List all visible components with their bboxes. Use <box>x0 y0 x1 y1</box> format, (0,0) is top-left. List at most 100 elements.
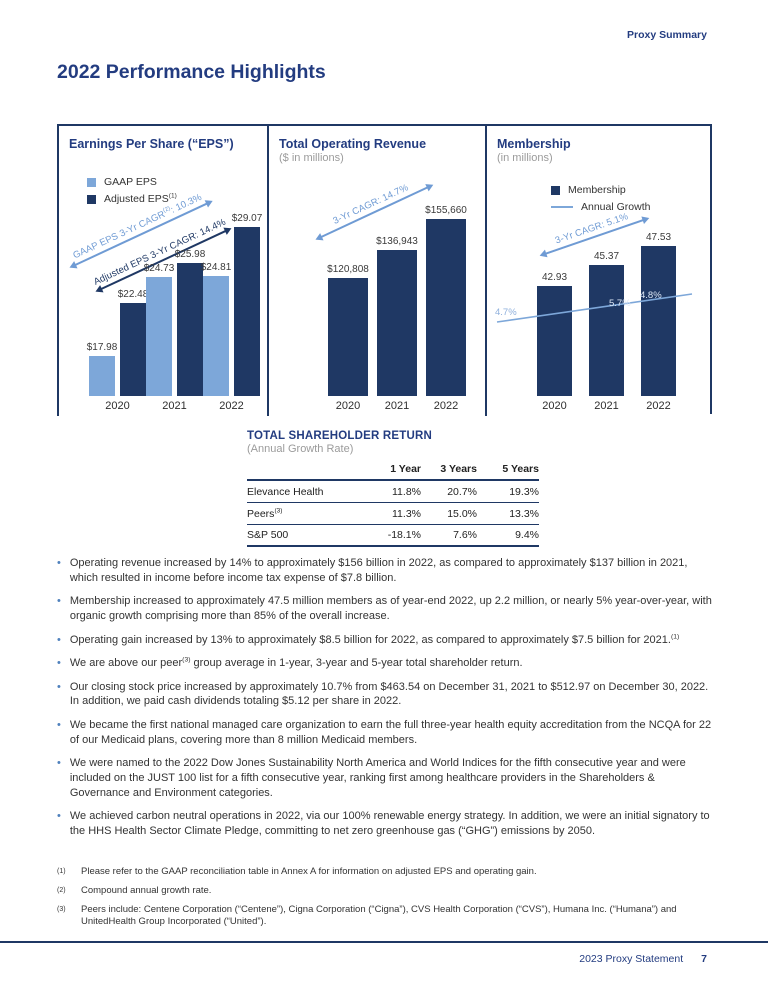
tsr-value-cell: 15.0% <box>447 507 477 520</box>
bar-group: $17.98 $22.48 2020 <box>87 289 149 412</box>
tsr-row-label: Peers(3) <box>247 507 283 520</box>
bullet-text: Operating gain increased by 13% to appro… <box>69 632 680 646</box>
tsr-subtitle: (Annual Growth Rate) <box>247 443 354 455</box>
section-eyebrow: Proxy Summary <box>627 29 707 41</box>
legend-label: Adjusted EPS(1) <box>104 192 177 205</box>
tsr-data-row: Elevance Health 11.8% 20.7% 19.3% <box>247 481 539 503</box>
legend-item-gaap-eps: GAAP EPS <box>87 176 177 188</box>
bullet-text: We were named to the 2022 Dow Jones Sust… <box>69 757 686 799</box>
bullet-dot-icon: • <box>57 680 61 693</box>
highlights-bullet-list: • Operating revenue increased by 14% to a… <box>57 556 715 847</box>
growth-pct-label: 5.7% <box>609 298 631 309</box>
eps-legend: GAAP EPS Adjusted EPS(1) <box>87 176 177 205</box>
footnote: (1) Please refer to the GAAP reconciliati… <box>57 866 715 879</box>
bar-value-label: $136,943 <box>376 236 418 247</box>
footnote-text: Please refer to the GAAP reconciliation … <box>81 866 537 877</box>
legend-label: Membership <box>568 184 626 196</box>
footnote: (2) Compound annual growth rate. <box>57 885 715 898</box>
eps-chart-title: Earnings Per Share (“EPS”) <box>69 137 234 151</box>
bar-value-label: $25.98 <box>174 249 206 260</box>
bullet-item: • We were named to the 2022 Dow Jones Sus… <box>57 756 715 800</box>
footnote-text: Peers include: Centene Corporation (“Cen… <box>81 903 677 928</box>
bar: $22.48 <box>118 289 148 396</box>
bullet-dot-icon: • <box>57 810 61 823</box>
bullet-item: • Operating revenue increased by 14% to a… <box>57 556 715 585</box>
x-axis-label: 2022 <box>646 400 671 412</box>
bars-row: $17.98 $22.48 <box>87 289 148 396</box>
footer-rule <box>0 941 768 943</box>
bar-group: $24.73 $25.98 2021 <box>144 249 206 412</box>
gaap-eps-swatch-icon <box>87 177 96 187</box>
bar-group: 45.37 2021 <box>589 251 624 412</box>
growth-line-swatch-icon <box>551 206 573 208</box>
bar-value-label: $24.81 <box>200 262 232 273</box>
bullet-text: Membership increased to approximately 47… <box>69 595 712 622</box>
bullet-text: We achieved carbon neutral operations in… <box>69 810 710 837</box>
bullet-dot-icon: • <box>57 757 61 770</box>
bar-value-label: $120,808 <box>327 264 369 275</box>
bar: 45.37 <box>589 251 624 396</box>
bullet-text: We became the first national managed car… <box>69 719 712 746</box>
bullet-dot-icon: • <box>57 633 61 646</box>
tsr-data-row: S&P 500 -18.1% 7.6% 9.4% <box>247 525 539 547</box>
x-axis-label: 2022 <box>219 400 244 412</box>
bullet-dot-icon: • <box>57 557 61 569</box>
bar: 42.93 <box>537 272 572 396</box>
tsr-header-row: 1 Year 3 Years 5 Years <box>247 463 539 481</box>
x-axis-label: 2021 <box>162 400 187 412</box>
bar-group: 47.53 2022 <box>641 232 676 412</box>
x-axis-label: 2020 <box>105 400 130 412</box>
footnote-text: Compound annual growth rate. <box>81 884 212 896</box>
bar-value-label: $22.48 <box>117 289 149 300</box>
footnote-marker: (2) <box>57 886 66 894</box>
tsr-value-cell: -18.1% <box>387 529 421 541</box>
legend-item-annual-growth: Annual Growth <box>551 201 650 213</box>
tsr-data-row: Peers(3) 11.3% 15.0% 13.3% <box>247 503 539 525</box>
bullet-item: • Operating gain increased by 13% to appr… <box>57 633 715 648</box>
bar: $25.98 <box>175 249 205 396</box>
bar: $120,808 <box>327 264 369 396</box>
bar-group: $155,660 2022 <box>425 205 467 412</box>
tsr-value-cell: 7.6% <box>453 529 477 541</box>
bullet-item: • Membership increased to approximately 4… <box>57 594 715 623</box>
bullet-text: We are above our peer(3) group average i… <box>69 656 523 670</box>
tsr-row-label: Elevance Health <box>247 485 324 498</box>
tsr-table: TOTAL SHAREHOLDER RETURN (Annual Growth … <box>247 430 539 547</box>
bar-value-label: 47.53 <box>645 232 672 243</box>
bars-row: $24.81 $29.07 <box>200 213 262 396</box>
bullet-text: Our closing stock price increased by app… <box>69 680 709 708</box>
membership-chart-subtitle: (in millions) <box>497 152 553 164</box>
bar: $17.98 <box>87 342 117 396</box>
bullet-dot-icon: • <box>57 719 61 731</box>
eps-bargroups: $17.98 $22.48 2020 $24.73 $25.98 2021 $24.81 $2… <box>87 213 263 412</box>
page-title: 2022 Performance Highlights <box>57 61 326 83</box>
revenue-chart-panel: Total Operating Revenue ($ in millions) … <box>267 126 485 416</box>
bar-value-label: $17.98 <box>86 342 118 353</box>
bar: $29.07 <box>232 213 262 396</box>
bar-value-label: 42.93 <box>541 272 568 283</box>
footnote: (3) Peers include: Centene Corporation (“… <box>57 904 715 930</box>
legend-label: Annual Growth <box>581 201 651 213</box>
bar: $136,943 <box>376 236 418 396</box>
growth-pct-label: 4.8% <box>640 290 662 301</box>
legend-item-adjusted-eps: Adjusted EPS(1) <box>87 193 177 205</box>
membership-swatch-icon <box>551 185 560 195</box>
bar-value-label: $29.07 <box>231 213 263 224</box>
legend-label: GAAP EPS <box>104 176 157 188</box>
bullet-dot-icon: • <box>57 595 61 608</box>
bullet-dot-icon: • <box>57 657 61 670</box>
x-axis-label: 2021 <box>594 400 619 412</box>
eps-chart-panel: Earnings Per Share (“EPS”) GAAP EPS Adju… <box>57 126 267 416</box>
tsr-header-cell: 1 Year <box>390 463 421 475</box>
tsr-grid: 1 Year 3 Years 5 Years Elevance Health 11.8%… <box>247 463 539 547</box>
footer-label: 2023 Proxy Statement <box>579 953 684 965</box>
tsr-row-label: S&P 500 <box>247 529 289 541</box>
page-footer: 2023 Proxy Statement 7 <box>579 953 707 965</box>
tsr-value-cell: 11.3% <box>392 507 421 520</box>
bullet-item: • We are above our peer(3) group average … <box>57 656 715 671</box>
bars-row: $24.73 $25.98 <box>144 249 205 396</box>
tsr-header-cell: 5 Years <box>502 463 539 475</box>
bar-group: $136,943 2021 <box>376 236 418 412</box>
footnote-marker: (1) <box>57 868 66 875</box>
